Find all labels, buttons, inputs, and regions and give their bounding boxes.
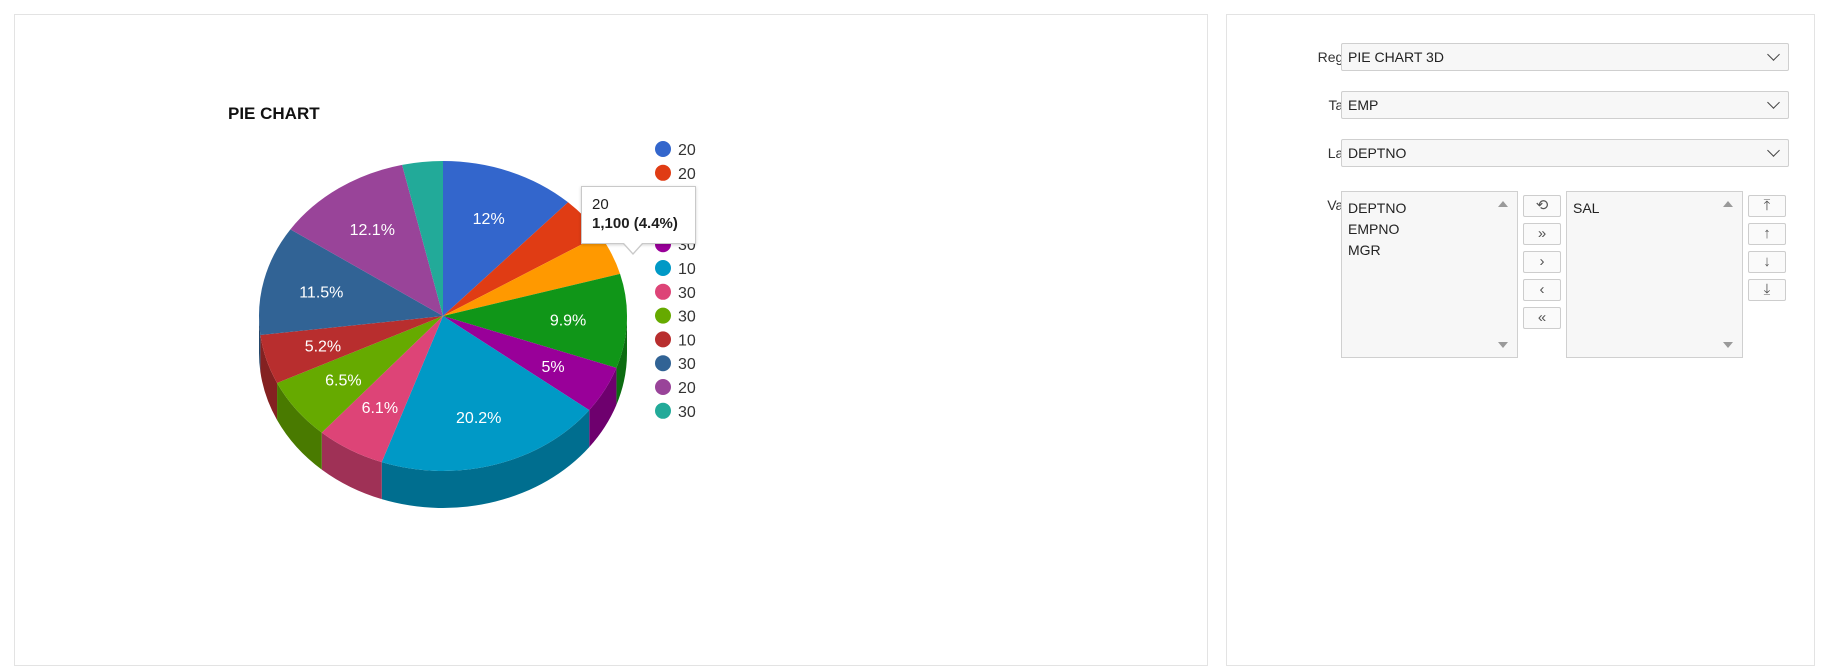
slice-labels: 12% 9.9% 5% 20.2% 6.1%6.5% 5.2% 11.5% 12.1% [299,211,586,427]
legend-swatch [655,402,671,419]
chevron-down-icon [1767,48,1780,61]
region-select[interactable]: PIE CHART 3D [1341,43,1789,71]
pie-depth [259,316,627,508]
table-value: EMP [1348,97,1379,113]
pie-slice-3[interactable] [443,235,621,316]
pie-slice-10[interactable] [259,229,443,336]
pie-slices [259,161,627,471]
legend-label[interactable]: 10 [678,261,696,278]
scrollbar[interactable] [1722,192,1742,357]
list-item[interactable]: MGR [1348,242,1381,258]
scroll-up-icon[interactable] [1723,201,1733,207]
chevron-down-icon [1767,96,1780,109]
pie-slice-side [616,316,627,405]
legend-label[interactable]: 30 [678,285,696,302]
slice-data-label: 6.5% [325,373,361,390]
list-item[interactable]: SAL [1573,200,1600,216]
pie-slice-12[interactable] [402,161,443,316]
legend-swatch [655,355,671,372]
pie-slice-5[interactable] [443,316,617,411]
pie-slice-8[interactable] [277,316,443,433]
pie-slice-side [589,367,617,448]
chevron-down-icon [1767,144,1780,157]
slice-data-label: 12.1% [350,222,395,239]
reset-button[interactable]: ⟲ [1523,195,1561,217]
tooltip-value: 1,100 (4.4%) [592,215,678,232]
pie-slice-7[interactable] [321,316,443,463]
slice-data-label: 6.1% [362,400,398,417]
pie-slice-9[interactable] [260,316,443,383]
pie-slice-1[interactable] [443,161,569,316]
pie-slice-side [381,410,590,508]
legend-label[interactable]: 20 [678,142,696,159]
pie-slice-side [321,432,382,500]
list-item[interactable]: EMPNO [1348,221,1400,237]
scroll-down-icon[interactable] [1723,342,1733,348]
selected-columns-list[interactable]: SAL [1566,191,1743,358]
table-select[interactable]: EMP [1341,91,1789,119]
legend: 202020103010303010302030 [655,141,696,421]
pie-slice-2[interactable] [443,202,600,316]
slice-data-label: 20.2% [456,410,501,427]
slice-data-label: 11.5% [299,284,343,301]
pie-slice-side [260,335,278,420]
legend-label[interactable]: 20 [678,166,696,183]
pie-slice-6[interactable] [381,316,590,471]
legend-label[interactable]: 30 [678,356,696,373]
legend-swatch [655,141,671,157]
chart-title: PIE CHART [228,104,320,123]
legend-label[interactable]: 10 [678,332,696,349]
legend-swatch [655,331,671,348]
legend-swatch [655,307,671,324]
legend-swatch [655,260,671,276]
available-columns-list[interactable]: DEPTNO EMPNO MGR [1341,191,1518,358]
legend-label[interactable]: 30 [678,309,696,326]
tooltip-pointer [623,243,643,255]
slice-data-label: 5.2% [305,339,341,356]
remove-all-button[interactable]: « [1523,307,1561,329]
scrollbar[interactable] [1497,192,1517,357]
tooltip-label: 20 [592,196,609,213]
legend-label[interactable]: 20 [678,380,696,397]
legend-swatch [655,379,671,395]
pie-chart: PIE CHART 12% 9.9% 5% 20.2% 6.1%6.5% 5.2% 11.5… [228,104,696,508]
list-item[interactable]: DEPTNO [1348,200,1407,216]
scroll-up-icon[interactable] [1498,201,1508,207]
settings-panel: Region PIE CHART 3D Table EMP Label DEPT… [1226,14,1815,666]
pie-slice-11[interactable] [290,164,443,316]
label-value: DEPTNO [1348,145,1407,161]
move-bottom-button[interactable]: ⤓ [1748,279,1786,301]
pie-slice-side [259,316,261,373]
remove-button[interactable]: ‹ [1523,279,1561,301]
pie-slice-4[interactable] [443,273,627,368]
region-value: PIE CHART 3D [1348,49,1444,65]
chart-region: PIE CHART 12% 9.9% 5% 20.2% 6.1% 6.5% 5.2% 11.5… [14,14,1208,666]
move-all-button[interactable]: » [1523,223,1561,245]
label-select[interactable]: DEPTNO [1341,139,1789,167]
move-up-button[interactable]: ↑ [1748,223,1786,245]
pie-slice-side [277,382,322,470]
legend-swatch [655,164,671,181]
slice-data-label: 5% [541,359,564,376]
move-button[interactable]: › [1523,251,1561,273]
move-top-button[interactable]: ⤒ [1748,195,1786,217]
legend-swatch [655,283,671,300]
chart-tooltip: 20 1,100 (4.4%) [581,186,696,244]
legend-label[interactable]: 30 [678,404,696,421]
move-down-button[interactable]: ↓ [1748,251,1786,273]
slice-data-label: 9.9% [550,312,586,329]
slice-data-label: 12% [473,211,505,228]
scroll-down-icon[interactable] [1498,342,1508,348]
